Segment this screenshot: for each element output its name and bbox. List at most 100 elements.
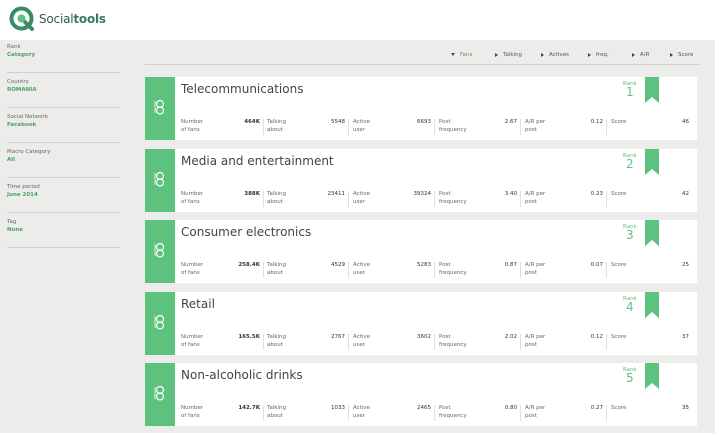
sort-arrow-icon xyxy=(495,52,498,57)
filter-country[interactable]: Country ROMANIA xyxy=(7,78,120,108)
metric-label-score: Score xyxy=(611,405,627,411)
metric-value-talking: 23411 xyxy=(327,191,346,197)
socialtools-logo[interactable]: Socialtools xyxy=(9,6,106,31)
rank-ribbon-icon xyxy=(645,292,659,318)
filter-label: Time period xyxy=(7,184,40,190)
socialtools-mark-icon xyxy=(154,314,165,330)
metric-divider xyxy=(606,119,607,135)
filter-label: Rank xyxy=(7,44,21,50)
metric-label-talking: Talking about xyxy=(267,405,287,419)
metric-label-fans: Number of fans xyxy=(181,191,204,205)
sort-score[interactable]: Score xyxy=(670,52,693,58)
metric-value-ar: 0.12 xyxy=(590,119,603,125)
metric-label-fans: Number of fans xyxy=(181,262,204,276)
metric-label-fans: Number of fans xyxy=(181,405,204,419)
filter-label: Country xyxy=(7,79,29,85)
metric-value-active: 6693 xyxy=(417,119,431,125)
category-card[interactable]: Consumer electronics Rank 3 Number of fans 25… xyxy=(145,220,697,283)
filter-time-period[interactable]: Time period June 2014 xyxy=(7,183,120,213)
metric-value-talking: 1033 xyxy=(331,405,345,411)
metric-divider xyxy=(606,334,607,350)
metric-label-ar: A/R per post xyxy=(525,262,546,276)
rank-number: 5 xyxy=(626,371,634,385)
rank-label: Rank xyxy=(623,153,637,159)
sort-arrow-icon xyxy=(632,52,635,57)
metric-label-freq: Post frequency xyxy=(439,262,467,276)
metric-divider xyxy=(348,405,349,421)
category-title[interactable]: Telecommunications xyxy=(181,82,304,96)
category-title[interactable]: Retail xyxy=(181,297,215,311)
category-card[interactable]: Telecommunications Rank 1 Number of fans 464K… xyxy=(145,77,697,140)
metric-divider xyxy=(520,334,521,350)
rank-number: 2 xyxy=(626,157,634,171)
sort-bar: Fans Talking Actives freq. A/R Score xyxy=(145,48,700,65)
category-title[interactable]: Non-alcoholic drinks xyxy=(181,368,303,382)
metric-value-score: 35 xyxy=(682,405,689,411)
rank-number: 4 xyxy=(626,300,634,314)
metric-divider xyxy=(434,405,435,421)
sort-actives[interactable]: Actives xyxy=(541,52,569,58)
category-card[interactable]: Non-alcoholic drinks Rank 5 Number of fans 14… xyxy=(145,363,697,426)
metric-label-active: Active user xyxy=(353,334,371,348)
metric-label-active: Active user xyxy=(353,191,371,205)
filter-tag[interactable]: Tag None xyxy=(7,218,120,248)
metric-divider xyxy=(520,119,521,135)
filter-label: Macro Category xyxy=(7,149,51,155)
filter-label: Tag xyxy=(7,219,17,225)
filter-social-network[interactable]: Social Network Facebook xyxy=(7,113,120,143)
card-strip xyxy=(145,77,175,140)
metric-value-score: 46 xyxy=(682,119,689,125)
metric-value-freq: 2.67 xyxy=(504,119,517,125)
filter-macro-category[interactable]: Macro Category All xyxy=(7,148,120,178)
metric-value-talking: 5548 xyxy=(331,119,345,125)
category-title[interactable]: Media and entertainment xyxy=(181,154,334,168)
filter-value: None xyxy=(7,227,24,233)
sort-talking[interactable]: Talking xyxy=(495,52,522,58)
metric-value-freq: 0.80 xyxy=(504,405,517,411)
filter-value: Facebook xyxy=(7,122,37,128)
metric-label-freq: Post frequency xyxy=(439,119,467,133)
metric-divider xyxy=(434,191,435,207)
socialtools-mark-icon xyxy=(154,99,165,115)
app-header: Socialtools xyxy=(0,0,720,40)
rank-ribbon-icon xyxy=(645,363,659,389)
card-strip xyxy=(145,292,175,355)
card-strip xyxy=(145,220,175,283)
metric-value-fans: 388K xyxy=(244,191,260,197)
metric-label-talking: Talking about xyxy=(267,119,287,133)
metric-divider xyxy=(263,191,264,207)
metric-divider xyxy=(520,262,521,278)
metric-divider xyxy=(606,405,607,421)
metric-divider xyxy=(263,405,264,421)
metric-value-fans: 258.4K xyxy=(238,262,260,268)
metric-value-active: 3602 xyxy=(417,334,431,340)
metric-label-ar: A/R per post xyxy=(525,191,546,205)
metric-divider xyxy=(520,191,521,207)
metric-label-freq: Post frequency xyxy=(439,405,467,419)
sort-arrow-icon xyxy=(541,52,544,57)
rank-label: Rank xyxy=(623,296,637,302)
metric-divider xyxy=(263,334,264,350)
category-card[interactable]: Retail Rank 4 Number of fans 165.5K Talking abo… xyxy=(145,292,697,355)
sort-down-icon xyxy=(451,53,455,56)
metric-label-ar: A/R per post xyxy=(525,334,546,348)
metric-value-active: 2465 xyxy=(417,405,431,411)
rank-label: Rank xyxy=(623,224,637,230)
metric-label-score: Score xyxy=(611,334,627,340)
category-card[interactable]: Media and entertainment Rank 2 Number of fan… xyxy=(145,149,697,212)
filter-rank[interactable]: Rank Category xyxy=(7,43,120,73)
metric-divider xyxy=(348,334,349,350)
metric-value-fans: 165.5K xyxy=(238,334,260,340)
filter-value: ROMANIA xyxy=(7,87,37,93)
sort-frequency[interactable]: freq. xyxy=(588,52,609,58)
filter-sidebar: Rank Category Country ROMANIA Social Net… xyxy=(0,40,122,433)
metric-divider xyxy=(434,262,435,278)
rank-label: Rank xyxy=(623,367,637,373)
metric-label-fans: Number of fans xyxy=(181,334,204,348)
sort-fans[interactable]: Fans xyxy=(451,52,472,58)
metric-label-active: Active user xyxy=(353,119,371,133)
sort-ar[interactable]: A/R xyxy=(632,52,649,58)
category-title[interactable]: Consumer electronics xyxy=(181,225,312,239)
rank-ribbon-icon xyxy=(645,220,659,246)
metric-value-freq: 0.87 xyxy=(504,262,517,268)
